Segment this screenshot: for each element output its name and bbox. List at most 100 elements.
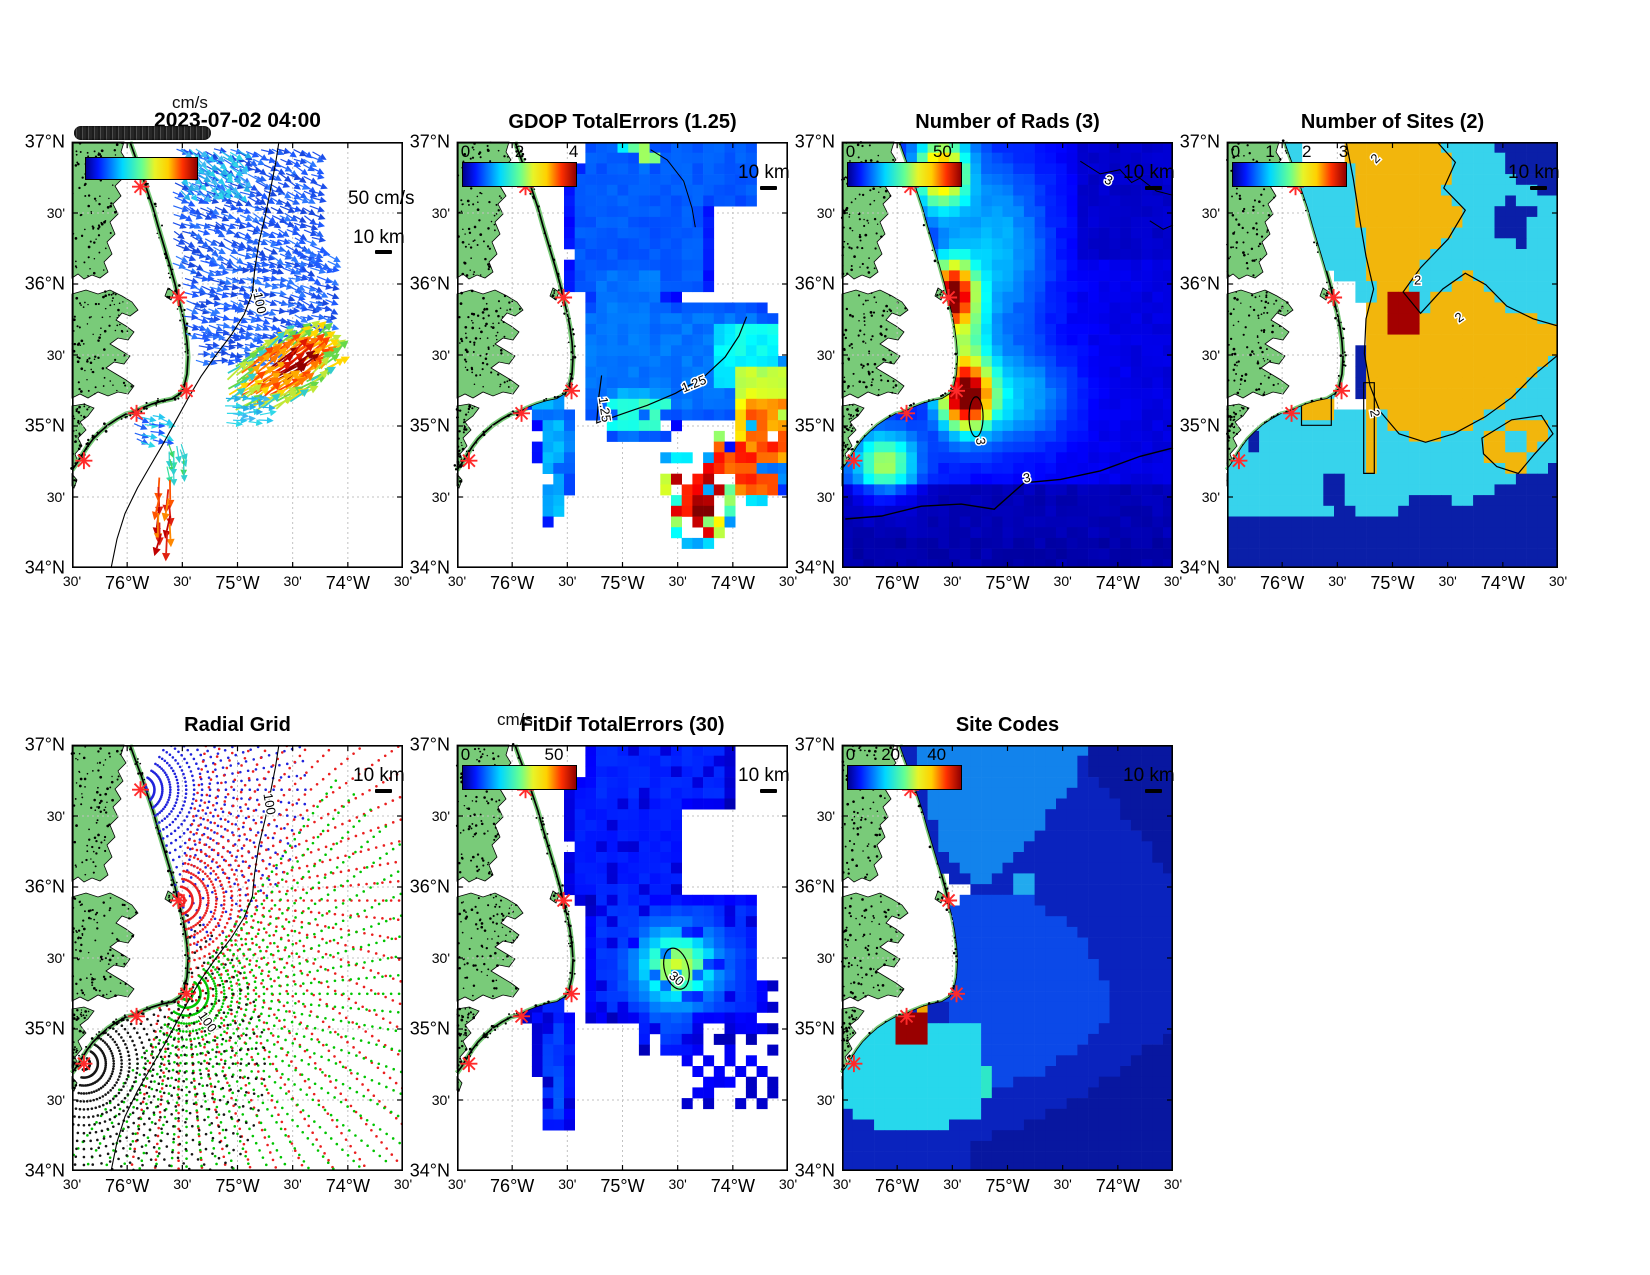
scalebar-label: 10 km (1508, 162, 1560, 183)
colorbar-gradient (85, 157, 198, 180)
y-tick-label: 30' (816, 347, 835, 363)
scalebar-line (1145, 186, 1162, 190)
y-tick-label: 30' (46, 347, 65, 363)
map-frame (457, 745, 788, 1171)
y-tick-label: 36°N (409, 876, 450, 897)
x-axis-tick-labels: 30' 76°W 30' 75°W 30' 74°W 30' (63, 569, 412, 595)
colorbar-tick-label: 50 (932, 142, 952, 161)
colorbar-tick-label: 1 (1265, 142, 1275, 161)
y-tick-label: 34°N (794, 1160, 835, 1181)
x-axis-tick-labels: 30' 76°W 30' 75°W 30' 74°W 30' (448, 1172, 797, 1198)
x-tick-label: 74°W (1480, 573, 1525, 593)
y-tick-label: 30' (1201, 205, 1220, 221)
panel-title: Number of Rads (3) (915, 111, 1100, 133)
colorbar-overlapping-tick-labels (74, 126, 211, 140)
fitdif-map: 30 (454, 743, 788, 1171)
radar-site-markers (75, 178, 196, 470)
x-axis-tick-labels: 30' 76°W 30' 75°W 30' 74°W 30' (448, 569, 797, 595)
site-marker-asterisk (1333, 382, 1351, 400)
y-tick-label: 30' (431, 950, 450, 966)
x-tick-label: 75°W (600, 573, 645, 593)
site-marker-asterisk (460, 452, 478, 470)
site-marker-asterisk (845, 1055, 863, 1073)
colorbar-tick-label: 0 (845, 142, 856, 161)
y-tick-label: 37°N (1179, 131, 1220, 152)
site-marker-asterisk (1283, 404, 1301, 422)
site-marker-asterisk (132, 178, 150, 196)
site-marker-asterisk (898, 1007, 916, 1025)
y-tick-label: 37°N (24, 734, 65, 755)
panel-title: FitDif TotalErrors (30) (520, 714, 725, 736)
grid-layer (72, 142, 403, 568)
scalebar-label: 10 km (1123, 765, 1175, 786)
map-frame (842, 142, 1173, 568)
y-tick-label: 36°N (24, 876, 65, 897)
site-marker-asterisk (178, 985, 196, 1003)
x-tick-label: 30' (832, 1176, 852, 1192)
colorbar-tick-label: 4 (568, 142, 579, 161)
x-tick-label: 30' (1328, 573, 1347, 589)
map-frame (72, 745, 403, 1171)
x-axis-tick-labels: 30' 76°W 30' 75°W 30' 74°W 30' (63, 1172, 412, 1198)
colorbar-tick-label: 50 (544, 745, 564, 764)
y-tick-label: 35°N (24, 1018, 65, 1039)
x-tick-label: 76°W (105, 1176, 150, 1196)
heatmap-layer (521, 142, 788, 549)
x-tick-label: 30' (283, 573, 302, 589)
x-tick-label: 30' (447, 573, 467, 589)
x-axis-tick-labels: 30' 76°W 30' 75°W 30' 74°W 30' (1218, 569, 1567, 595)
y-tick-label: 34°N (409, 1160, 450, 1181)
site-codes-map (839, 744, 1173, 1171)
x-tick-label: 75°W (1370, 573, 1415, 593)
x-tick-label: 30' (393, 1176, 413, 1192)
x-axis-tick-labels: 30' 76°W 30' 75°W 30' 74°W 30' (833, 1172, 1182, 1198)
surface-currents-map: -100 (69, 141, 403, 569)
y-tick-label: 34°N (409, 557, 450, 578)
y-axis-tick-labels: 37°N 30' 36°N 30' 35°N 30' 34°N (1169, 132, 1223, 578)
y-axis-tick-labels: 37°N 30' 36°N 30' 35°N 30' 34°N (14, 735, 68, 1181)
colorbar-gradient (462, 162, 577, 187)
x-tick-label: 76°W (105, 573, 150, 593)
vector-scale-label: 50 cm/s (348, 188, 415, 209)
x-tick-label: 30' (1548, 573, 1568, 589)
radar-site-markers (75, 781, 196, 1073)
x-tick-label: 30' (1163, 573, 1183, 589)
map-frame (842, 745, 1173, 1171)
y-tick-label: 36°N (1179, 273, 1220, 294)
colorbar-tick-label: 2 (514, 142, 525, 161)
scalebar-label: 10 km (353, 765, 405, 786)
y-tick-label: 37°N (409, 734, 450, 755)
svg-text:3: 3 (973, 437, 989, 446)
site-marker-asterisk (898, 404, 916, 422)
heatmap-layer (521, 745, 779, 1131)
colorbar-tick-labels (77, 142, 192, 160)
x-tick-label: 30' (283, 1176, 302, 1192)
x-tick-label: 74°W (1095, 1176, 1140, 1196)
x-tick-label: 30' (173, 1176, 192, 1192)
x-tick-label: 30' (943, 573, 962, 589)
colorbar-tick-label: 0 (460, 745, 471, 764)
site-marker-asterisk (128, 404, 146, 422)
colorbar-tick-label: 0 (460, 142, 471, 161)
y-tick-label: 37°N (24, 131, 65, 152)
x-tick-label: 76°W (490, 1176, 535, 1196)
site-marker-asterisk (513, 404, 531, 422)
colorbar-units-label: cm/s (172, 93, 208, 112)
scalebar-label: 10 km (353, 227, 405, 248)
site-marker-asterisk (555, 891, 573, 909)
y-tick-label: 37°N (794, 131, 835, 152)
site-marker-asterisk (178, 382, 196, 400)
land-layer (69, 141, 191, 489)
colorbar-tick-labels: 0 50 (460, 745, 577, 764)
x-tick-label: 30' (778, 1176, 798, 1192)
x-tick-label: 30' (778, 573, 798, 589)
site-marker-asterisk (845, 452, 863, 470)
x-tick-label: 30' (832, 573, 852, 589)
map-frame (457, 142, 788, 568)
number-of-rads-map: 333 (839, 141, 1174, 568)
y-tick-label: 30' (46, 205, 65, 221)
